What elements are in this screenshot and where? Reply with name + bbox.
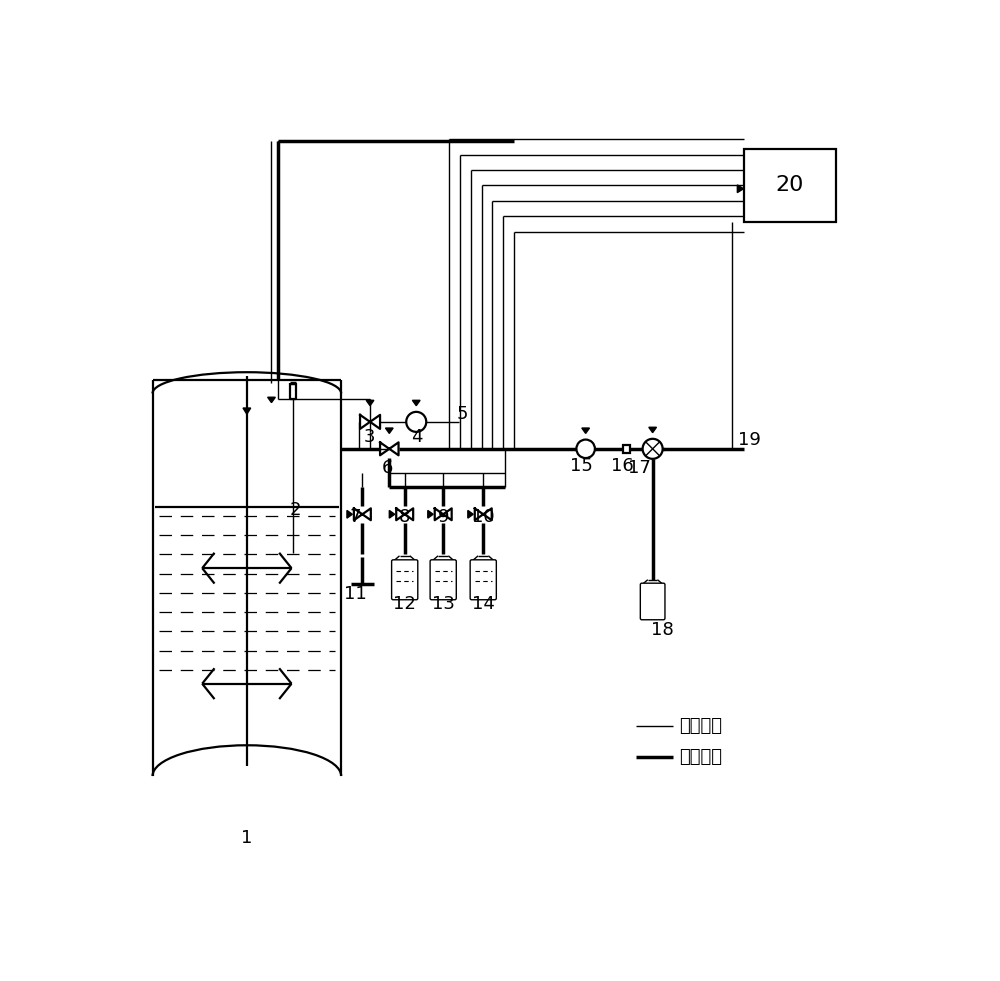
FancyBboxPatch shape (640, 583, 665, 620)
Bar (744, 148, 836, 222)
Text: 13: 13 (432, 595, 455, 613)
Circle shape (406, 412, 426, 432)
Text: 12: 12 (393, 595, 416, 613)
Text: 5: 5 (457, 405, 468, 423)
Text: 2: 2 (290, 501, 301, 519)
Polygon shape (243, 408, 251, 414)
Text: 18: 18 (651, 621, 674, 639)
Polygon shape (389, 510, 395, 518)
Text: 19: 19 (738, 431, 761, 448)
Text: 16: 16 (611, 457, 634, 475)
Text: 10: 10 (472, 507, 495, 526)
Text: 20: 20 (776, 175, 804, 195)
Polygon shape (468, 510, 473, 518)
Polygon shape (347, 510, 352, 518)
Text: 控制线路: 控制线路 (679, 717, 722, 735)
Text: 9: 9 (437, 507, 449, 526)
Text: 8: 8 (399, 507, 410, 526)
Polygon shape (428, 510, 433, 518)
Text: 15: 15 (570, 457, 593, 475)
Text: 11: 11 (344, 585, 367, 602)
Text: 3: 3 (364, 429, 375, 446)
Polygon shape (268, 397, 275, 402)
Polygon shape (649, 428, 656, 433)
Polygon shape (412, 400, 420, 406)
Text: 14: 14 (472, 595, 495, 613)
Text: 4: 4 (411, 429, 423, 446)
Text: 1: 1 (241, 829, 253, 847)
Text: 6: 6 (382, 459, 393, 477)
Polygon shape (737, 184, 744, 192)
Text: 7: 7 (350, 507, 361, 526)
Text: 取样管道: 取样管道 (679, 748, 722, 766)
FancyBboxPatch shape (470, 560, 496, 599)
Text: 17: 17 (628, 459, 651, 477)
Circle shape (643, 439, 663, 459)
Polygon shape (582, 428, 590, 434)
Polygon shape (366, 400, 374, 406)
Polygon shape (385, 428, 393, 434)
Bar (623, 445, 630, 452)
FancyBboxPatch shape (430, 560, 456, 599)
Circle shape (576, 439, 595, 458)
FancyBboxPatch shape (392, 560, 418, 599)
